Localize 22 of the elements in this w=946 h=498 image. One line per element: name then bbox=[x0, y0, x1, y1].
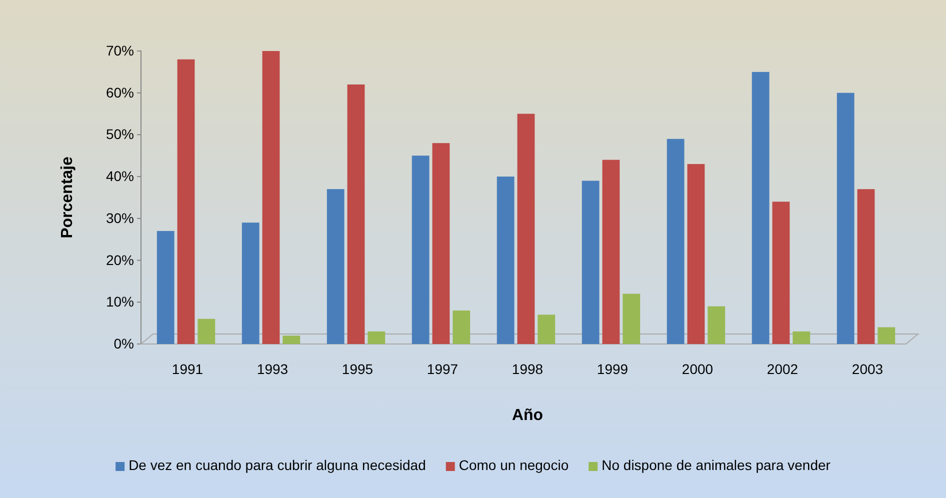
x-axis-title: Año bbox=[512, 407, 544, 424]
y-tick-label: 60% bbox=[106, 84, 134, 100]
x-tick-label: 2002 bbox=[766, 360, 798, 377]
y-tick-label: 10% bbox=[106, 294, 134, 310]
y-tick-label: 70% bbox=[106, 42, 134, 58]
x-tick-label: 2003 bbox=[852, 360, 884, 377]
x-tick-label: 1999 bbox=[596, 360, 628, 377]
y-tick-label: 30% bbox=[106, 210, 134, 226]
legend-label: No dispone de animales para vender bbox=[602, 457, 831, 473]
y-tick-label: 20% bbox=[106, 252, 134, 268]
x-tick-label: 2000 bbox=[682, 360, 714, 377]
x-tick-label: 1993 bbox=[256, 360, 288, 377]
legend-label: Como un negocio bbox=[458, 457, 569, 473]
y-axis-title: Porcentaje bbox=[59, 156, 76, 238]
legend-label: De vez en cuando para cubrir alguna necesidad bbox=[128, 457, 426, 473]
x-tick-label: 1997 bbox=[426, 360, 458, 377]
x-tick-label: 1991 bbox=[172, 360, 204, 377]
x-tick-label: 1995 bbox=[342, 360, 374, 377]
x-tick-label: 1998 bbox=[512, 360, 544, 377]
y-tick-label: 0% bbox=[114, 335, 134, 352]
y-tick-label: 50% bbox=[106, 126, 134, 142]
y-tick-label: 40% bbox=[106, 168, 134, 184]
